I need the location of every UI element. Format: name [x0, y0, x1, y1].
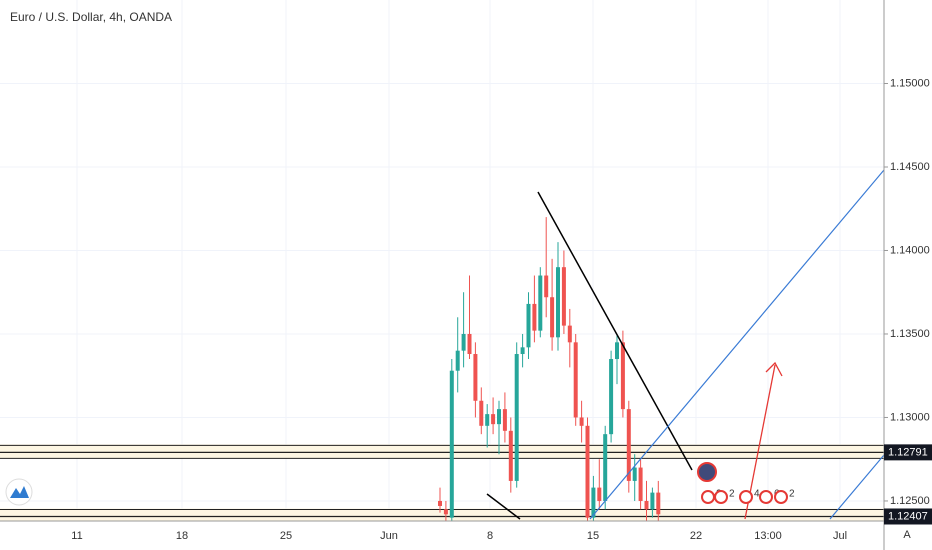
candle-body — [491, 414, 496, 425]
candle-body — [485, 414, 490, 426]
candle-body — [638, 467, 643, 501]
candle-body — [532, 303, 537, 331]
candle-body — [626, 409, 631, 481]
band — [0, 508, 884, 523]
x-tick-label: 8 — [487, 530, 493, 542]
trend-line — [486, 493, 521, 520]
x-tick-label: 25 — [280, 530, 292, 542]
bands — [0, 444, 884, 523]
candle-body — [556, 267, 560, 338]
candle-body — [650, 492, 655, 510]
candle-body — [615, 342, 619, 360]
candle-body — [461, 333, 466, 351]
events: 22462 — [701, 489, 795, 504]
candle-body — [538, 275, 543, 331]
candle-body — [573, 342, 578, 418]
x-axis-bg — [0, 521, 884, 550]
event-icon — [774, 490, 788, 504]
candle-body — [438, 500, 442, 506]
candle-body — [514, 354, 519, 481]
candle-body — [455, 350, 460, 371]
candle-body — [656, 492, 661, 515]
band — [0, 444, 884, 459]
event-icon — [739, 490, 753, 504]
event-count: 2 — [729, 489, 735, 500]
candle-body — [567, 325, 572, 343]
x-tick-label: Jul — [833, 530, 847, 542]
event-count: 4 — [754, 489, 760, 500]
candle-body — [620, 342, 625, 410]
candles — [438, 217, 661, 521]
candle-body — [520, 347, 525, 355]
candle-body — [550, 297, 555, 338]
candle-body — [473, 354, 478, 401]
candle-body — [443, 509, 448, 515]
y-tick-label: 1.14000 — [890, 244, 930, 256]
candle-body — [603, 434, 608, 501]
candle-body — [526, 303, 531, 348]
arrow-head — [765, 361, 783, 377]
chart-title: Euro / U.S. Dollar, 4h, OANDA — [10, 10, 172, 24]
x-tick-label: 22 — [690, 530, 702, 542]
trend-line — [537, 191, 693, 471]
grid — [0, 0, 884, 521]
candle-body — [544, 275, 549, 298]
candle-body — [502, 409, 507, 431]
event-icon[interactable] — [697, 462, 717, 482]
channel-line — [829, 454, 884, 520]
x-tick-label: Jun — [380, 530, 398, 542]
candle-body — [561, 267, 566, 326]
event-icon — [701, 490, 715, 504]
channel-line — [589, 169, 884, 520]
logo[interactable] — [5, 478, 33, 506]
y-tick-label: 1.13500 — [890, 328, 930, 340]
candle-body — [479, 400, 484, 426]
price-label: 1.12407 — [888, 510, 928, 522]
candle-body — [585, 425, 590, 518]
y-tick-label: 1.15000 — [890, 77, 930, 89]
y-tick-label: 1.13000 — [890, 411, 930, 423]
event-count: 2 — [789, 489, 795, 500]
candle-body — [508, 430, 513, 481]
price-label: 1.12791 — [888, 446, 928, 458]
candle-body — [497, 409, 501, 425]
candle-body — [597, 487, 602, 501]
y-tick-label: 1.12500 — [890, 495, 930, 507]
candle-body — [644, 500, 649, 510]
candle-body — [579, 417, 584, 426]
x-tick-label: 11 — [71, 530, 82, 542]
y-tick-label: 1.14500 — [890, 161, 930, 173]
price-label-bg — [884, 508, 932, 525]
candle-body — [591, 487, 596, 518]
x-tick-label: 15 — [587, 530, 599, 542]
scale-button[interactable]: A — [903, 529, 911, 541]
candle-body — [449, 370, 454, 518]
x-tick-label: 13:00 — [754, 530, 782, 542]
x-tick-label: 18 — [176, 530, 188, 542]
candle-body — [467, 333, 472, 355]
event-icon — [759, 490, 773, 504]
drawings — [486, 169, 884, 520]
event-icon — [714, 490, 728, 504]
candle-body — [632, 467, 637, 481]
price-label-bg — [884, 444, 932, 461]
candle-body — [609, 359, 614, 435]
